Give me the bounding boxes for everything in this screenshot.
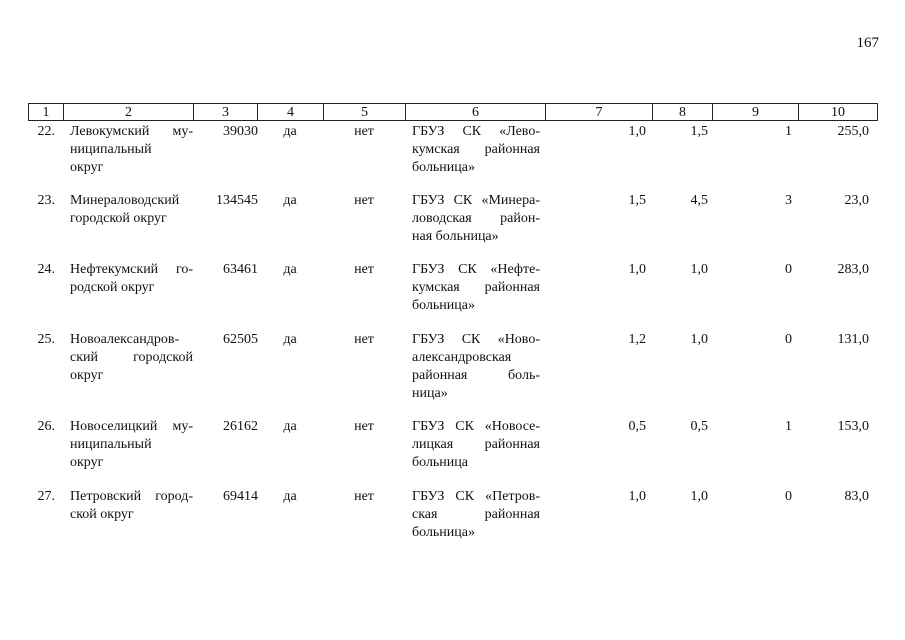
cell: да — [283, 193, 297, 208]
page-number: 167 — [856, 35, 880, 51]
cell-line: Нефтекумский го- — [70, 262, 193, 277]
cell-line: ская районная — [412, 507, 540, 522]
cell-line: ский городской — [70, 350, 193, 365]
cell: 63461 — [223, 262, 258, 277]
cell: 23. — [37, 193, 56, 208]
cell-line: ГБУЗ СК «Ново- — [412, 332, 540, 347]
cell: 83,0 — [844, 489, 870, 504]
cell: 39030 — [223, 124, 258, 139]
cell-line: городской округ — [70, 211, 167, 226]
cell-line: ГБУЗ СК «Лево- — [412, 124, 540, 139]
cell: 1,0 — [690, 489, 709, 504]
cell: да — [283, 489, 297, 504]
cell: 26162 — [223, 419, 258, 434]
cell: 0 — [785, 262, 792, 277]
cell-line: ГБУЗ СК «Нефте- — [412, 262, 540, 277]
header-cell: 6 — [405, 103, 545, 121]
cell: 0 — [785, 489, 792, 504]
cell: да — [283, 332, 297, 347]
cell: нет — [354, 193, 374, 208]
cell-line: округ — [70, 368, 104, 383]
cell-line: больница» — [412, 525, 475, 540]
cell: 22. — [37, 124, 56, 139]
cell-line: кумская районная — [412, 142, 540, 157]
cell-line: округ — [70, 160, 104, 175]
cell: 1,0 — [628, 124, 647, 139]
cell-line: ниципальный — [70, 437, 152, 452]
cell: 1,0 — [628, 262, 647, 277]
cell: 1 — [785, 419, 792, 434]
cell: 283,0 — [837, 262, 870, 277]
cell-line: больница» — [412, 160, 475, 175]
cell-line: Новоселицкий му- — [70, 419, 193, 434]
header-cell: 3 — [193, 103, 257, 121]
cell-line: александровская — [412, 350, 512, 365]
cell: 131,0 — [837, 332, 870, 347]
cell-line: Новоалександров- — [70, 332, 180, 347]
cell-line: лицкая районная — [412, 437, 540, 452]
cell: 62505 — [223, 332, 258, 347]
cell-line: районная боль- — [412, 368, 540, 383]
cell-line: ная больница» — [412, 229, 499, 244]
header-cell: 4 — [257, 103, 323, 121]
header-cell: 8 — [652, 103, 712, 121]
cell: нет — [354, 124, 374, 139]
cell-line: Минераловодский — [70, 193, 180, 208]
cell: 4,5 — [690, 193, 709, 208]
header-cell: 7 — [545, 103, 652, 121]
cell: нет — [354, 489, 374, 504]
cell: 0 — [785, 332, 792, 347]
cell: нет — [354, 262, 374, 277]
header-cell: 2 — [63, 103, 193, 121]
cell: 0,5 — [628, 419, 647, 434]
cell: да — [283, 262, 297, 277]
cell: 0,5 — [690, 419, 709, 434]
cell: 1,0 — [628, 489, 647, 504]
cell-line: ГБУЗ СК «Минера- — [412, 193, 540, 208]
cell: да — [283, 124, 297, 139]
cell: 1 — [785, 124, 792, 139]
cell: 1,5 — [690, 124, 709, 139]
cell: нет — [354, 419, 374, 434]
cell: 23,0 — [844, 193, 870, 208]
cell-line: Левокумский му- — [70, 124, 193, 139]
cell: 1,0 — [690, 332, 709, 347]
cell: 1,2 — [628, 332, 647, 347]
cell: 27. — [37, 489, 56, 504]
cell: 1,5 — [628, 193, 647, 208]
header-cell: 1 — [28, 103, 63, 121]
cell-line: округ — [70, 455, 104, 470]
cell-line: ГБУЗ СК «Новосе- — [412, 419, 540, 434]
cell: 69414 — [223, 489, 258, 504]
cell: нет — [354, 332, 374, 347]
cell-line: ница» — [412, 386, 448, 401]
cell: 255,0 — [837, 124, 870, 139]
header-cell: 5 — [323, 103, 405, 121]
cell-line: ской округ — [70, 507, 134, 522]
cell-line: больница — [412, 455, 468, 470]
cell-line: ГБУЗ СК «Петров- — [412, 489, 540, 504]
cell: 24. — [37, 262, 56, 277]
cell: 26. — [37, 419, 56, 434]
cell-line: кумская районная — [412, 280, 540, 295]
header-cell: 9 — [712, 103, 798, 121]
cell-line: больница» — [412, 298, 475, 313]
cell: 1,0 — [690, 262, 709, 277]
cell-line: родской округ — [70, 280, 155, 295]
cell-line: Петровский город- — [70, 489, 193, 504]
cell: да — [283, 419, 297, 434]
cell: 3 — [785, 193, 792, 208]
cell: 134545 — [216, 193, 258, 208]
cell: 153,0 — [837, 419, 870, 434]
header-cell: 10 — [798, 103, 878, 121]
cell-line: ниципальный — [70, 142, 152, 157]
cell: 25. — [37, 332, 56, 347]
cell-line: ловодская район- — [412, 211, 540, 226]
